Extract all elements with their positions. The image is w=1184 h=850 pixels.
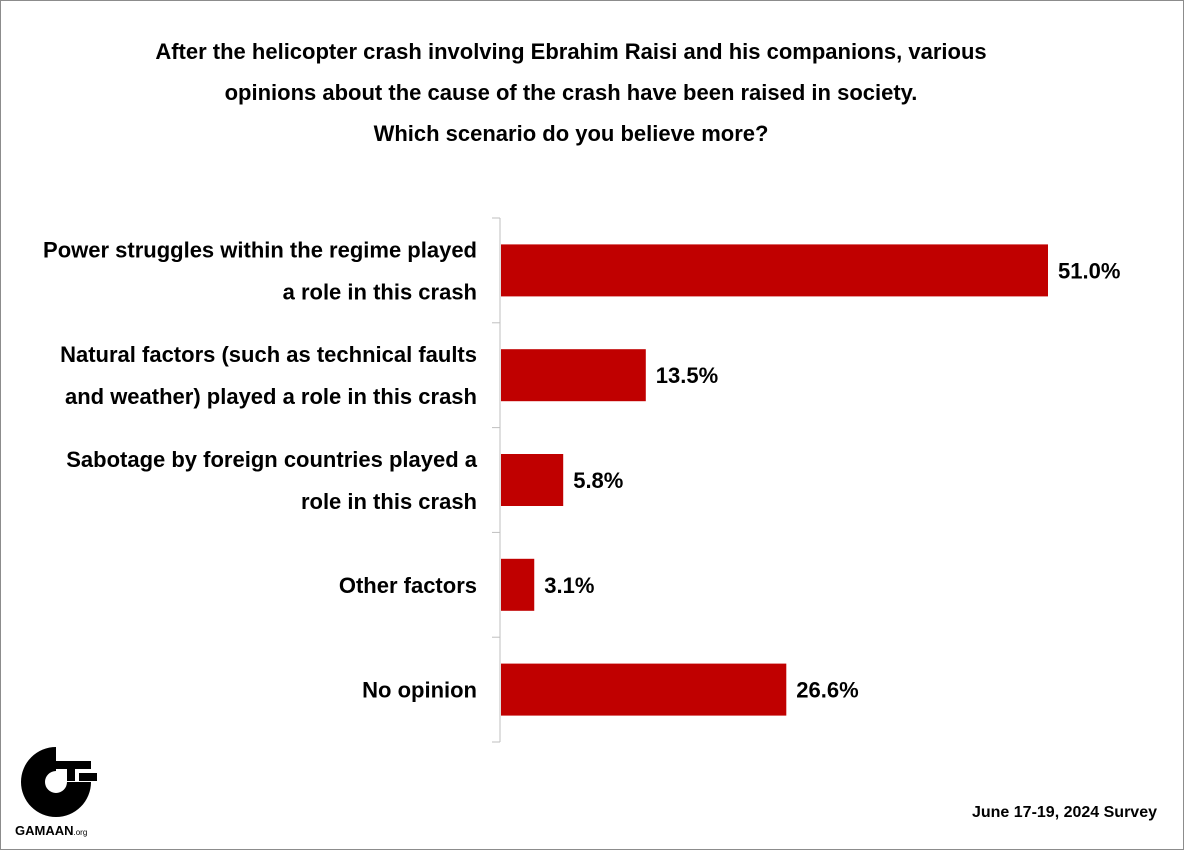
logo-text-suffix: .org (74, 828, 88, 837)
bar-3 (501, 558, 535, 611)
title-line-1: After the helicopter crash involving Ebr… (155, 39, 987, 64)
category-label-line: Other factors (339, 573, 477, 598)
category-label-line: role in this crash (301, 489, 477, 514)
value-label-1: 13.5% (656, 363, 718, 388)
category-label-line: a role in this crash (283, 279, 477, 304)
category-label-1: Natural factors (such as technical fault… (60, 342, 477, 409)
gamaan-logo: GAMAAN.org (15, 747, 97, 838)
chart-title: After the helicopter crash involving Ebr… (71, 31, 1071, 154)
category-label-line: and weather) played a role in this crash (65, 384, 477, 409)
category-label-line: Power struggles within the regime played (43, 237, 477, 262)
category-label-4: No opinion (362, 678, 477, 703)
bar-2 (501, 454, 564, 506)
title-line-3: Which scenario do you believe more? (373, 121, 769, 146)
value-label-4: 26.6% (796, 678, 858, 703)
category-label-0: Power struggles within the regime played… (43, 237, 477, 304)
title-line-2: opinions about the cause of the crash ha… (224, 80, 918, 105)
value-label-0: 51.0% (1058, 258, 1120, 283)
category-label-line: No opinion (362, 678, 477, 703)
category-label-line: Natural factors (such as technical fault… (60, 342, 477, 367)
category-label-2: Sabotage by foreign countries played a ro… (66, 447, 478, 514)
gamaan-logo-mark-icon (21, 747, 97, 817)
category-label-3: Other factors (339, 573, 477, 598)
category-label-line: Sabotage by foreign countries played a (66, 447, 478, 472)
logo-text-main: GAMAAN (15, 823, 74, 838)
value-label-2: 5.8% (573, 468, 623, 493)
value-label-3: 3.1% (544, 573, 594, 598)
svg-text:GAMAAN.org: GAMAAN.org (15, 823, 87, 838)
bar-0 (501, 244, 1048, 297)
bar-4 (501, 663, 787, 716)
survey-note: June 17-19, 2024 Survey (971, 804, 1157, 821)
bar-1 (501, 349, 646, 402)
